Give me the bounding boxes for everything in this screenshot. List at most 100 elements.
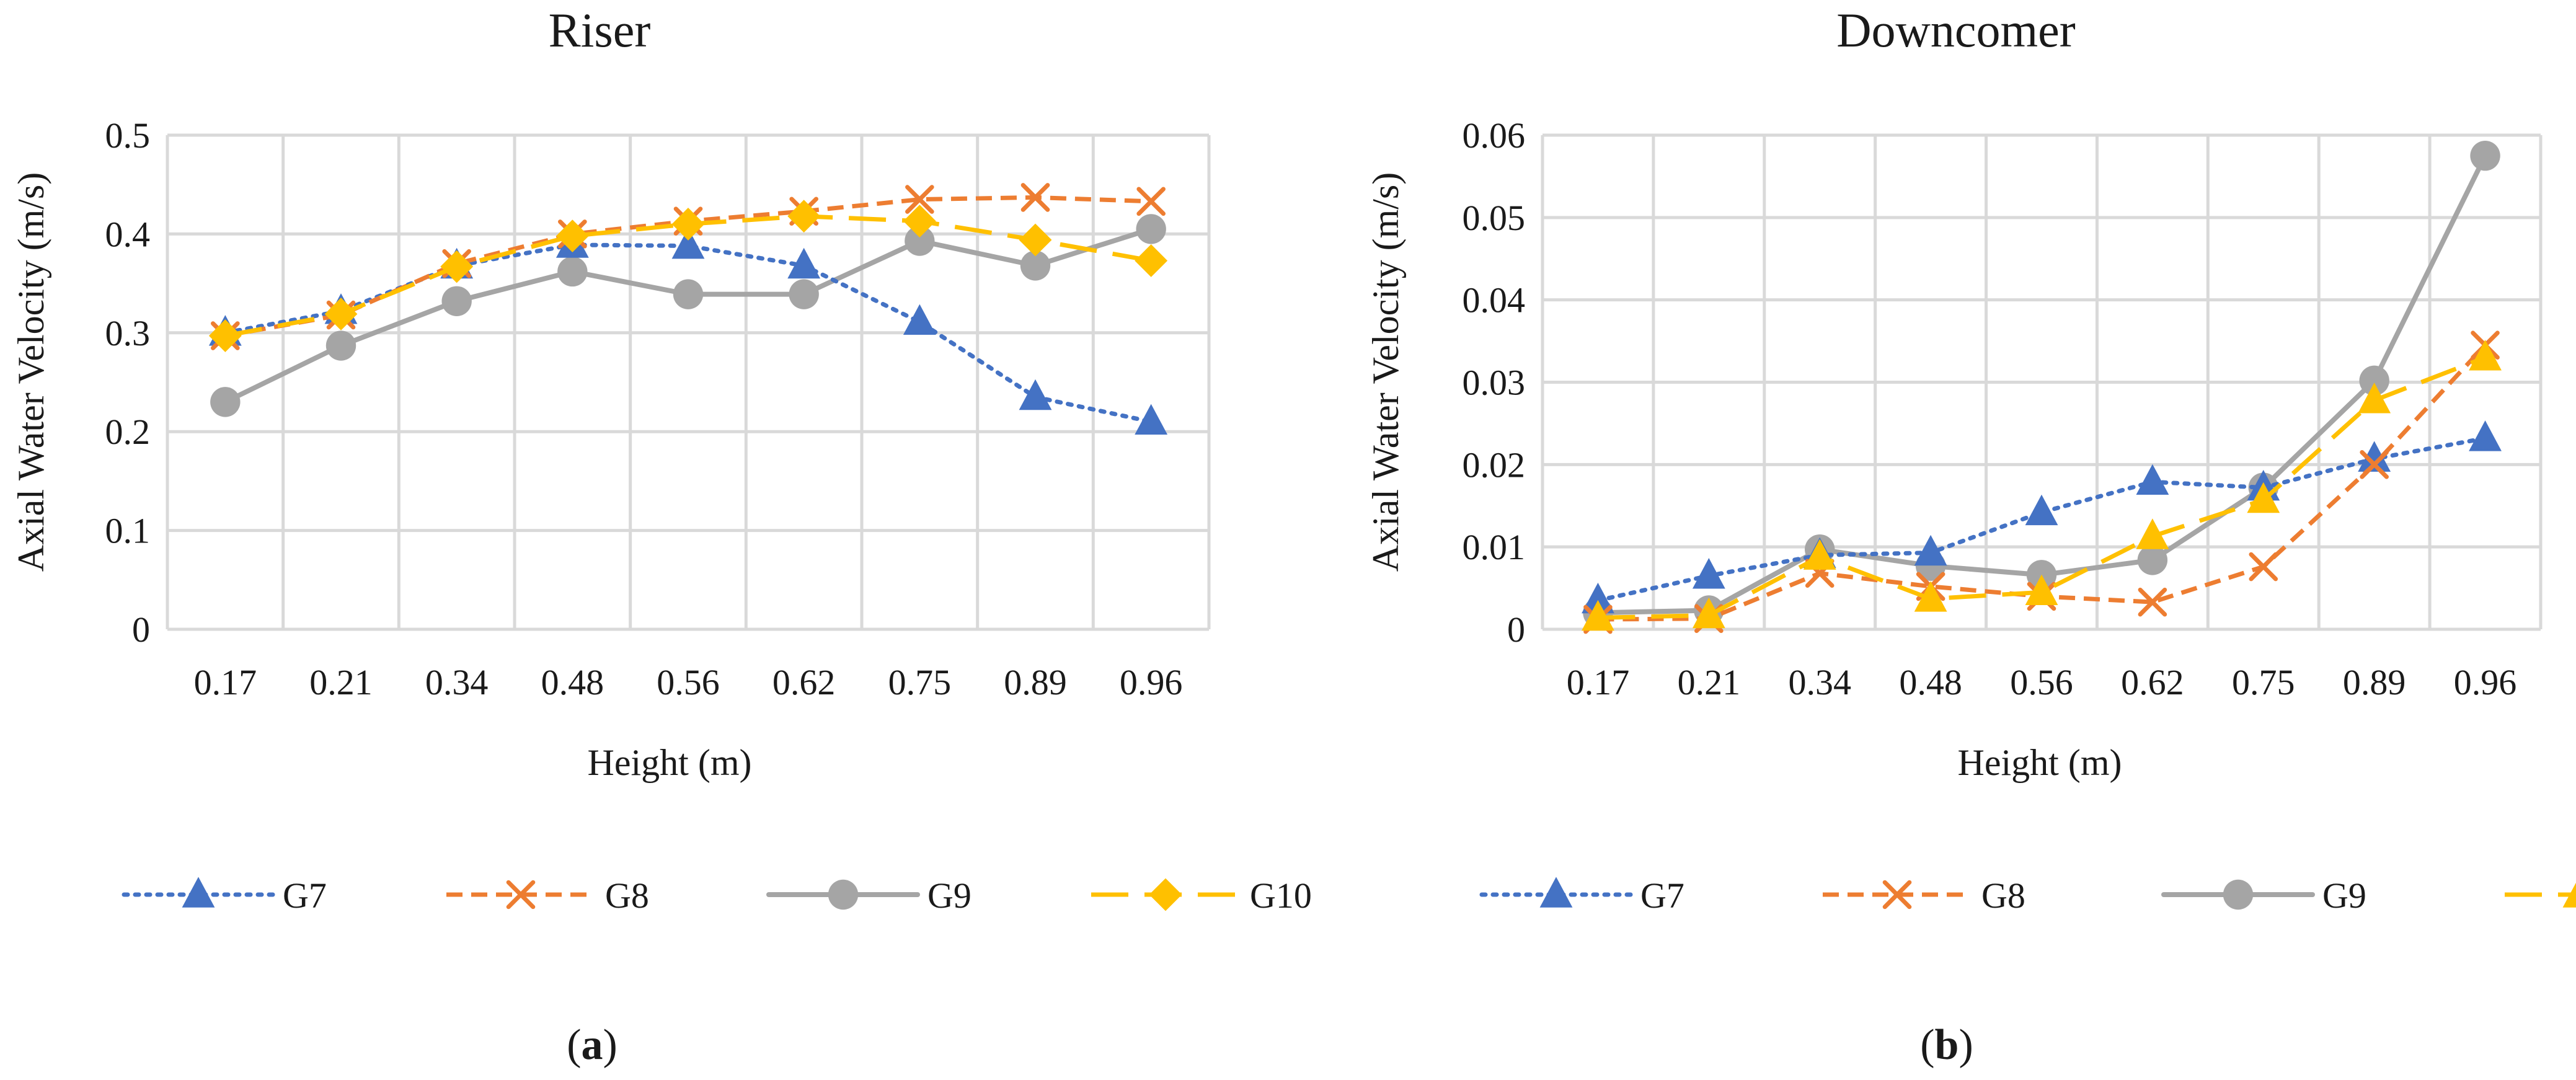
y-tick-label: 0.02 (1463, 445, 1526, 485)
x-tick-label: 0.34 (425, 662, 489, 702)
x-tick-label: 0.21 (1678, 662, 1741, 702)
x-tick-label: 0.17 (194, 662, 257, 702)
downcomer-gridlines (1541, 133, 2543, 631)
riser-series (208, 183, 1168, 435)
x-tick-label: 0.89 (1004, 662, 1067, 702)
legend-label: G7 (283, 875, 327, 916)
series-g10 (208, 200, 1168, 352)
data-point-g10 (787, 200, 821, 233)
y-tick-label: 0.1 (105, 511, 151, 551)
riser-y-tick-labels: 0 0.1 0.2 0.3 0.4 0.5 (105, 115, 151, 650)
x-tick-label: 0.75 (2232, 662, 2295, 702)
x-tick-label: 0.75 (888, 662, 952, 702)
riser-legend: G7 G8 G9 G10 (122, 875, 1312, 916)
legend-item-g8: G8 (1823, 875, 2025, 916)
series-g10 (1582, 340, 2502, 631)
downcomer-chart: Downcomer 0 0.01 0.02 0.03 0.04 0.05 0.06 0.17… (1365, 3, 2576, 1069)
data-point-g10 (2136, 518, 2169, 549)
data-point-g10 (440, 250, 474, 283)
legend-item-g7: G7 (1479, 875, 1684, 916)
y-tick-label: 0.05 (1463, 198, 1526, 238)
legend-marker (828, 879, 859, 910)
data-point-g9 (2359, 365, 2389, 396)
legend-item-g9: G9 (2161, 875, 2366, 916)
data-point-g10 (903, 205, 936, 238)
downcomer-legend: G7 G8 G9 G10 (1479, 875, 2576, 916)
data-point-g7 (1692, 558, 1725, 589)
y-tick-label: 0.03 (1463, 363, 1526, 403)
x-tick-label: 0.48 (541, 662, 604, 702)
legend-marker (1149, 878, 1182, 911)
riser-chart: Riser 00.10.20.30.40.5 0.17 0.21 0.34 0.48 0… (11, 3, 1312, 1069)
data-point-g7 (1019, 379, 1052, 410)
legend-label: G8 (605, 875, 649, 916)
data-point-g9 (2470, 141, 2500, 171)
data-point-g8 (2249, 552, 2278, 582)
data-point-g9 (1136, 214, 1166, 244)
x-tick-label: 0.62 (772, 662, 836, 702)
caption-b: (b) (1920, 1021, 1973, 1069)
x-tick-label: 0.34 (1788, 662, 1851, 702)
legend-label: G8 (1981, 875, 2025, 916)
legend-marker (182, 877, 215, 908)
data-point-g9 (789, 279, 819, 309)
caption-a: (a) (567, 1021, 617, 1069)
data-point-g10 (1692, 597, 1725, 629)
data-point-g10 (2247, 482, 2280, 513)
data-point-g9 (1020, 250, 1051, 281)
x-tick-label: 0.56 (657, 662, 720, 702)
riser-x-axis-label: Height (m) (588, 742, 752, 783)
x-tick-label: 0.48 (1899, 662, 1962, 702)
legend-item-g10: G10 (1091, 875, 1312, 916)
y-tick-label: 0.01 (1463, 527, 1526, 567)
x-tick-label: 0.17 (1567, 662, 1630, 702)
series-g9 (210, 214, 1166, 417)
data-point-g9 (325, 330, 356, 361)
y-tick-label: 0 (1507, 609, 1525, 650)
legend-label: G10 (1250, 875, 1312, 916)
downcomer-y-axis-label: Axial Water Velocity (m/s) (1365, 172, 1406, 572)
y-tick-label: 0.5 (105, 115, 151, 156)
data-point-g7 (2025, 494, 2058, 526)
data-point-g9 (905, 226, 935, 256)
data-point-g7 (2136, 464, 2169, 495)
data-point-g9 (2137, 545, 2168, 575)
data-point-g7 (1135, 404, 1168, 435)
y-tick-label: 0.06 (1463, 115, 1526, 156)
riser-x-tick-labels: 0.17 0.21 0.34 0.48 0.56 0.62 0.75 0.89 0.96 (194, 662, 1183, 702)
legend-marker (2562, 882, 2576, 908)
data-point-g8 (1020, 183, 1050, 212)
x-tick-label: 0.21 (309, 662, 373, 702)
series-g9 (1583, 141, 2500, 628)
riser-y-axis-label: Axial Water Velocity (m/s) (11, 172, 51, 572)
legend-marker (1539, 877, 1573, 908)
downcomer-series (1582, 141, 2502, 634)
data-point-g7 (2469, 420, 2502, 451)
x-tick-label: 0.56 (2010, 662, 2073, 702)
legend-marker (506, 880, 536, 910)
legend-item-g7: G7 (122, 875, 327, 916)
data-point-g7 (787, 247, 821, 279)
data-point-g8 (2360, 450, 2389, 479)
x-tick-label: 0.62 (2121, 662, 2184, 702)
legend-label: G9 (2322, 875, 2366, 916)
data-point-g10 (555, 219, 589, 252)
data-point-g9 (557, 256, 588, 287)
data-point-g9 (673, 279, 704, 309)
data-point-g8 (1136, 187, 1166, 216)
downcomer-chart-title: Downcomer (1836, 3, 2076, 57)
data-point-g9 (210, 387, 241, 417)
x-tick-label: 0.89 (2343, 662, 2406, 702)
data-point-g10 (1803, 539, 1836, 570)
y-tick-label: 0.3 (105, 313, 151, 353)
data-point-g8 (905, 185, 934, 214)
data-point-g10 (324, 298, 358, 330)
series-line-g9 (1595, 153, 2488, 616)
data-point-g10 (671, 208, 705, 241)
data-point-g7 (2358, 441, 2391, 472)
downcomer-x-axis-label: Height (m) (1958, 742, 2122, 783)
series-line-g10 (1598, 355, 2486, 620)
y-tick-label: 0.4 (105, 214, 151, 254)
x-tick-label: 0.96 (1120, 662, 1183, 702)
